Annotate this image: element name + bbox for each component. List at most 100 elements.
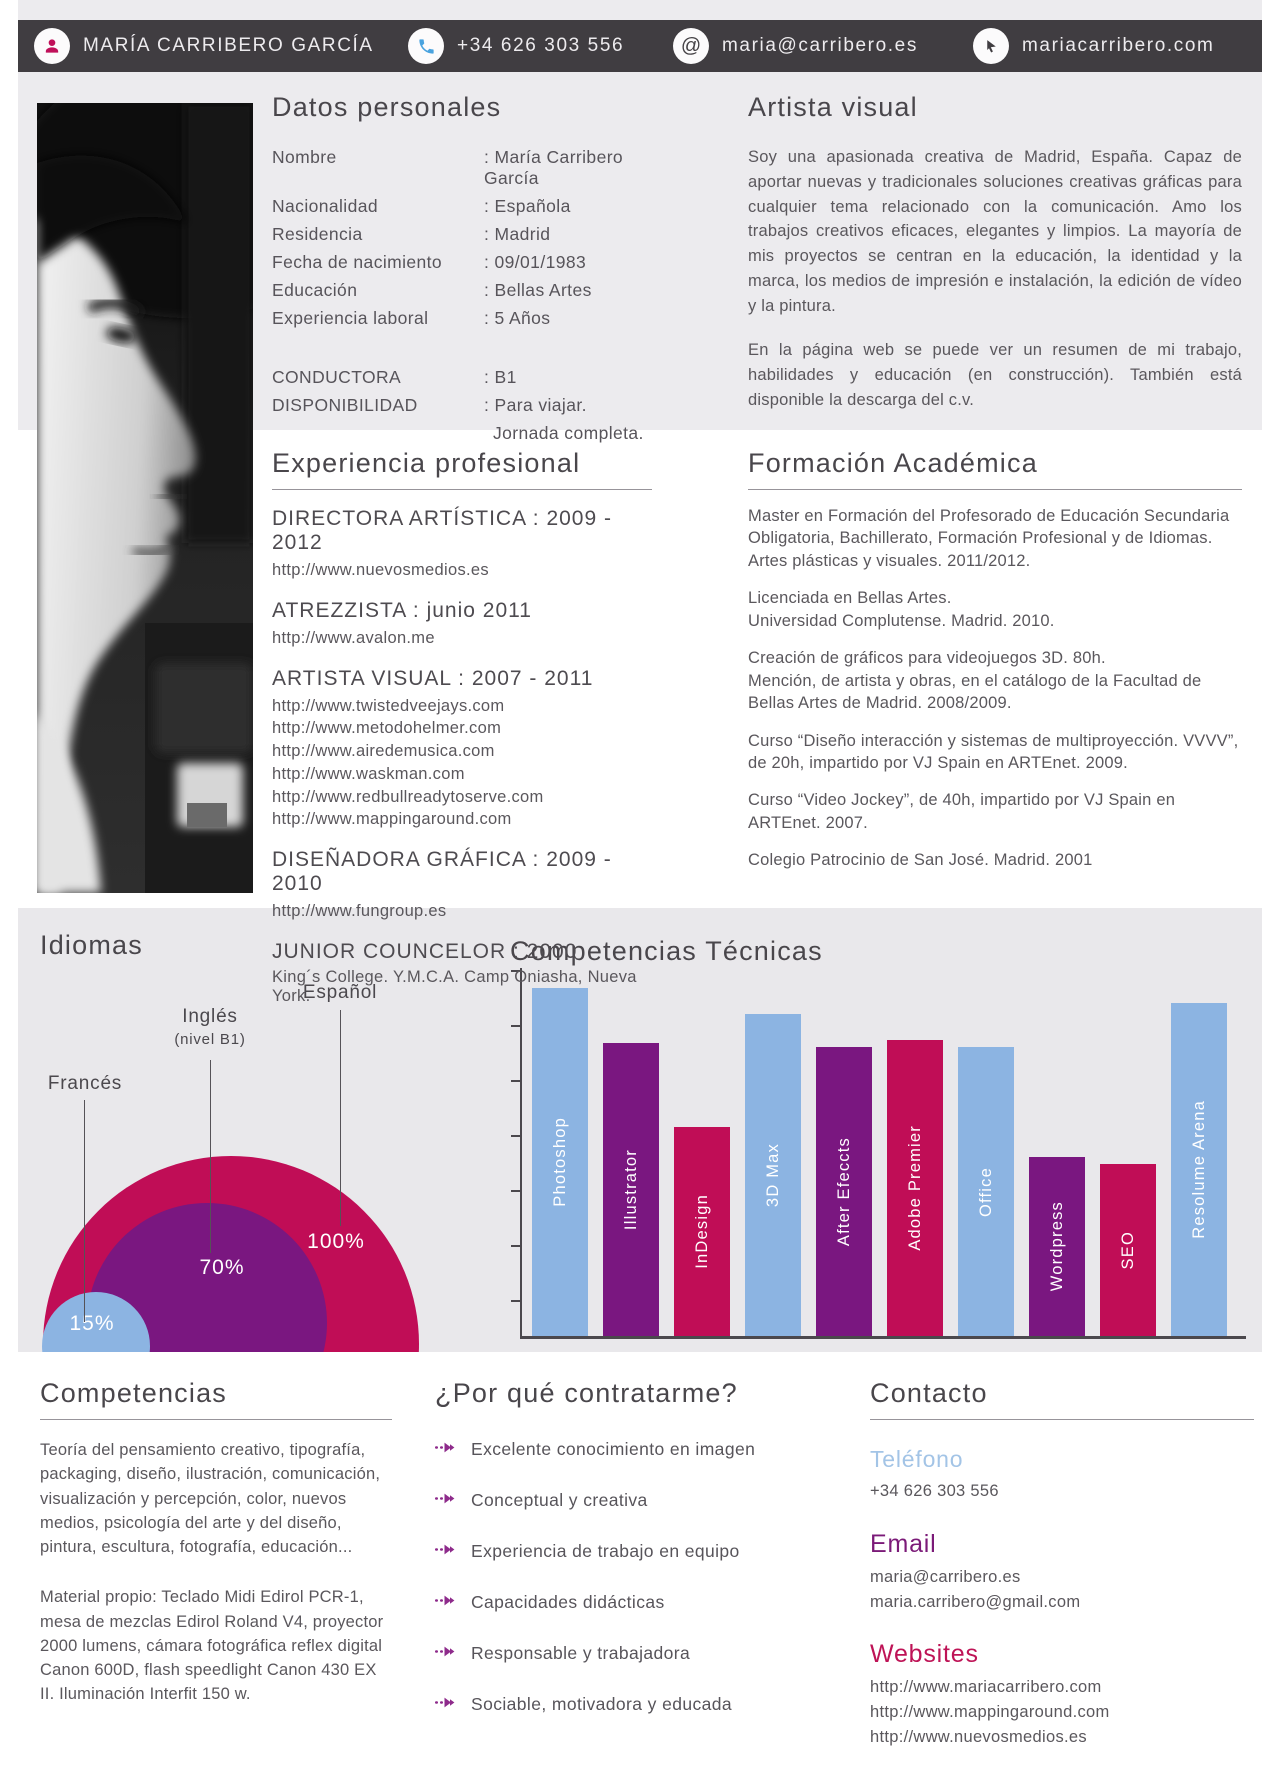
why-hire-section: ¿Por qué contratarme? Excelente conocimi… <box>435 1378 805 1715</box>
experience-link[interactable]: http://www.fungroup.es <box>272 902 447 921</box>
language-label-espanol: Español <box>270 982 410 1004</box>
bubble-percent: 70% <box>199 1256 245 1279</box>
dashed-arrow-icon <box>435 1645 459 1663</box>
topbar-name-item: MARÍA CARRIBERO GARCÍA <box>34 20 374 72</box>
at-icon: @ <box>673 28 709 64</box>
field-value: Jornada completa. <box>493 423 644 443</box>
field-value: : B1 <box>484 367 517 387</box>
field-label: Residencia <box>272 224 363 244</box>
bar-label: Resolume Arena <box>1189 1100 1208 1239</box>
why-hire-item: Capacidades didácticas <box>435 1592 805 1613</box>
why-hire-item: Experiencia de trabajo en equipo <box>435 1541 805 1562</box>
contact-section: Contacto Teléfono +34 626 303 556 Email … <box>870 1378 1254 1750</box>
education-title: Formación Académica <box>748 448 1242 490</box>
website-link[interactable]: http://www.nuevosmedios.es <box>870 1727 1087 1746</box>
experience-link[interactable]: http://www.avalon.me <box>272 628 435 647</box>
experience-role: DISEÑADORA GRÁFICA : 2009 - 2010 <box>272 848 612 896</box>
experience-note: King´s College. Y.M.C.A. Camp Oniasha, N… <box>272 967 637 1005</box>
portrait-illustration <box>12 58 362 893</box>
bar-seo: SEO <box>1100 1164 1156 1336</box>
bar-label: 3D Max <box>763 1142 782 1208</box>
about-paragraph-1: Soy una apasionada creativa de Madrid, E… <box>748 148 1242 315</box>
topbar-phone-item: +34 626 303 556 <box>408 20 624 72</box>
phone-icon <box>408 28 444 64</box>
competencias-paragraph-1: Teoría del pensamiento creativo, tipogra… <box>40 1441 381 1556</box>
language-name: Francés <box>47 1073 123 1094</box>
personal-extra-rows: CONDUCTORA: B1 DISPONIBILIDAD: Para viaj… <box>272 367 652 444</box>
dashed-arrow-icon <box>435 1543 459 1561</box>
about-section: Artista visual Soy una apasionada creati… <box>748 92 1242 433</box>
bar-label: Illustrator <box>621 1148 640 1231</box>
experience-link[interactable]: http://www.airedemusica.com <box>272 742 495 761</box>
axis-tick <box>511 1190 521 1192</box>
dashed-arrow-icon <box>435 1696 459 1714</box>
dashed-arrow-icon <box>435 1492 459 1510</box>
email-heading: Email <box>870 1529 937 1558</box>
experience-link[interactable]: http://www.waskman.com <box>272 764 465 783</box>
bar-label: InDesign <box>692 1194 711 1269</box>
experience-item: DIRECTORA ARTÍSTICA : 2009 - 2012 http:/… <box>272 507 652 582</box>
topbar-website-item: mariacarribero.com <box>973 20 1214 72</box>
skills-y-ticks <box>511 968 522 1338</box>
phone-value[interactable]: +34 626 303 556 <box>870 1482 999 1500</box>
field-value: : Española <box>484 196 571 216</box>
topbar-email[interactable]: maria@carribero.es <box>722 35 918 56</box>
bar-photoshop: Photoshop <box>532 988 588 1336</box>
profile-photo <box>12 58 362 893</box>
field-value: : 09/01/1983 <box>484 252 587 272</box>
field-value: : Bellas Artes <box>484 280 592 300</box>
bubble-percent: 100% <box>307 1230 365 1253</box>
topbar-website[interactable]: mariacarribero.com <box>1022 35 1215 56</box>
bar-label: SEO <box>1118 1230 1137 1270</box>
skills-x-axis <box>520 1336 1246 1339</box>
personal-data-title: Datos personales <box>272 92 502 122</box>
personal-data-rows: Nombre: María Carribero García Nacionali… <box>272 147 652 329</box>
experience-link[interactable]: http://www.metodohelmer.com <box>272 719 502 738</box>
why-hire-text: Conceptual y creativa <box>471 1490 648 1510</box>
axis-tick <box>511 1300 521 1302</box>
axis-tick <box>511 1135 521 1137</box>
competencias-section: Competencias Teoría del pensamiento crea… <box>40 1378 392 1707</box>
experience-link[interactable]: http://www.nuevosmedios.es <box>272 561 489 579</box>
why-hire-text: Excelente conocimiento en imagen <box>471 1439 756 1459</box>
experience-item: DISEÑADORA GRÁFICA : 2009 - 2010 http://… <box>272 848 652 923</box>
axis-tick <box>511 1080 521 1082</box>
language-name: Inglés <box>182 1006 238 1027</box>
topbar-name: MARÍA CARRIBERO GARCÍA <box>83 35 374 56</box>
field-value: : Para viajar. <box>484 395 587 415</box>
experience-item: JUNIOR COUNCELOR : 2000 King´s College. … <box>272 940 652 1006</box>
email-value[interactable]: maria.carribero@gmail.com <box>870 1592 1081 1611</box>
field-label: Nombre <box>272 147 337 167</box>
competencias-title: Competencias <box>40 1378 392 1420</box>
skills-y-axis <box>511 968 522 1338</box>
education-section: Formación Académica Master en Formación … <box>748 448 1242 872</box>
leader-line-espanol <box>340 1010 341 1226</box>
field-label: Experiencia laboral <box>272 308 429 328</box>
why-hire-item: Excelente conocimiento en imagen <box>435 1439 805 1460</box>
email-value[interactable]: maria@carribero.es <box>870 1567 1021 1586</box>
why-hire-text: Capacidades didácticas <box>471 1592 665 1612</box>
why-hire-item: Responsable y trabajadora <box>435 1643 805 1664</box>
experience-role: ARTISTA VISUAL : 2007 - 2011 <box>272 666 594 690</box>
experience-link[interactable]: http://www.mappingaround.com <box>272 810 512 829</box>
competencias-paragraph-2: Material propio: Teclado Midi Edirol PCR… <box>40 1588 384 1704</box>
language-label-frances: Francés <box>18 1073 155 1095</box>
field-label: Educación <box>272 280 358 300</box>
experience-link[interactable]: http://www.twistedveejays.com <box>272 696 505 715</box>
topbar-phone[interactable]: +34 626 303 556 <box>457 35 625 56</box>
charts-band: Idiomas 100% 70% 15% Francés Inglés (nivel… <box>18 908 1262 1352</box>
about-title: Artista visual <box>748 92 918 122</box>
person-icon <box>34 28 70 64</box>
website-link[interactable]: http://www.mariacarribero.com <box>870 1678 1102 1697</box>
website-link[interactable]: http://www.mappingaround.com <box>870 1703 1110 1721</box>
language-name: Español <box>302 982 378 1003</box>
why-hire-text: Sociable, motivadora y educada <box>471 1694 733 1714</box>
experience-link[interactable]: http://www.redbullreadytoserve.com <box>272 787 544 806</box>
experience-role: JUNIOR COUNCELOR : 2000 <box>272 939 578 963</box>
bar-label: Photoshop <box>550 1117 569 1207</box>
bar-office: Office <box>958 1047 1014 1336</box>
contact-topbar: MARÍA CARRIBERO GARCÍA +34 626 303 556 @… <box>18 20 1262 72</box>
websites-heading: Websites <box>870 1640 979 1669</box>
field-label: Fecha de nacimiento <box>272 252 443 272</box>
bar-resolume-arena: Resolume Arena <box>1171 1003 1227 1336</box>
